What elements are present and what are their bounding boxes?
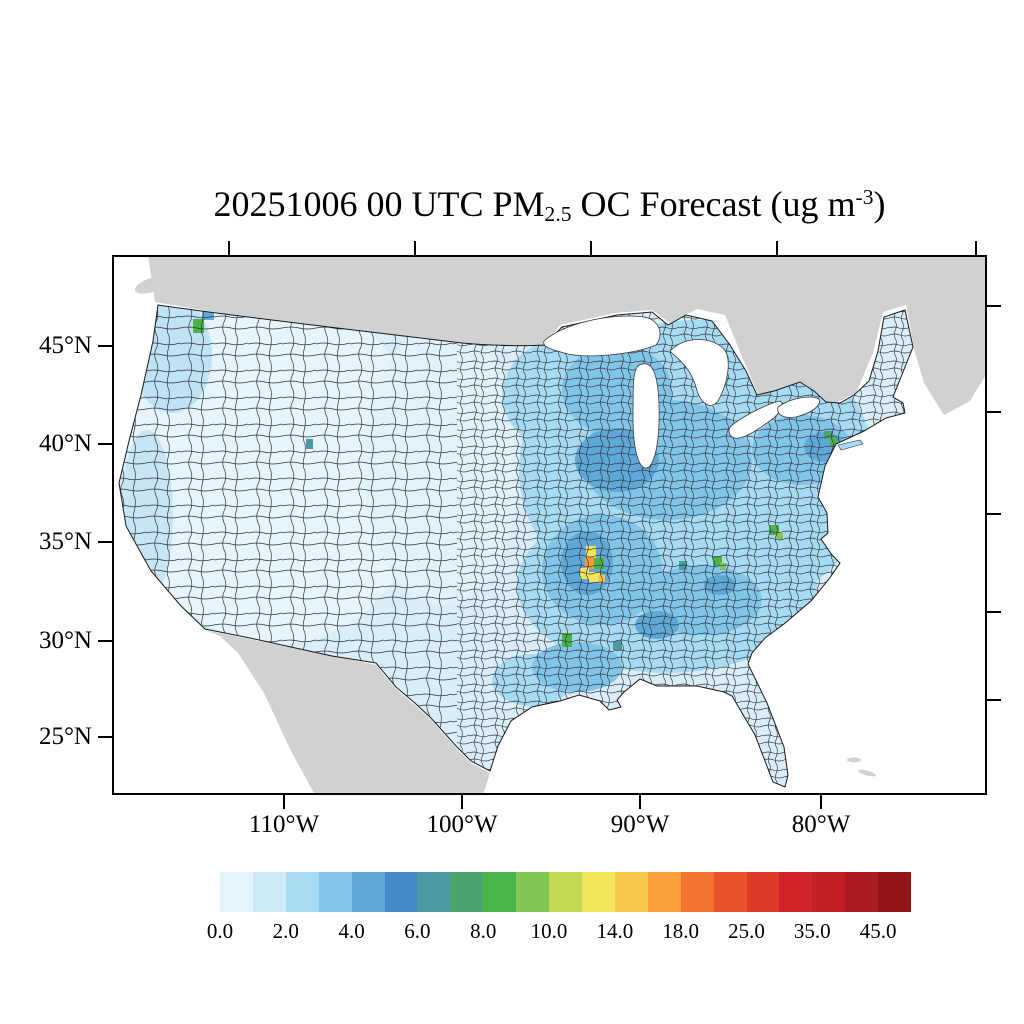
colorbar-segment xyxy=(318,872,352,912)
colorbar-segment xyxy=(285,872,319,912)
lat-tick-right xyxy=(987,699,1001,701)
lat-tick-left xyxy=(98,443,112,445)
colorbar-tick-label: 45.0 xyxy=(859,919,897,943)
lake-superior xyxy=(543,315,661,357)
lon-axis-label: 90°W xyxy=(610,811,670,838)
colorbar-segment xyxy=(483,872,517,912)
lon-tick-top xyxy=(975,241,977,255)
colorbar-segment xyxy=(450,872,484,912)
lon-axis-label: 110°W xyxy=(248,811,320,838)
lon-tick-bottom xyxy=(639,795,641,809)
lon-tick-top xyxy=(414,241,416,255)
lon-tick-bottom xyxy=(820,795,822,809)
lat-tick-left xyxy=(98,640,112,642)
lon-tick-bottom xyxy=(283,795,285,809)
vancouver-island xyxy=(164,289,188,303)
colorbar-tick-label: 6.0 xyxy=(404,919,431,943)
lake-ontario xyxy=(777,396,820,418)
plot-title: 20251006 00 UTC PM2.5 OC Forecast (ug m-… xyxy=(62,183,1024,227)
colorbar-tick-label: 0.0 xyxy=(206,919,234,943)
colorbar-segment xyxy=(746,872,780,912)
canada-landmass xyxy=(148,255,987,415)
us-county-map xyxy=(112,255,987,795)
map-frame xyxy=(112,255,987,795)
colorbar-tick-label: 18.0 xyxy=(662,919,700,943)
lat-axis-label: 35°N xyxy=(38,528,92,555)
island xyxy=(858,769,876,777)
great-lakes xyxy=(543,315,820,469)
lon-tick-top xyxy=(590,241,592,255)
colorbar-segment xyxy=(351,872,385,912)
colorbar-segment xyxy=(220,872,253,912)
map-panel xyxy=(112,255,987,795)
lon-tick-bottom xyxy=(461,795,463,809)
lake-michigan xyxy=(632,363,660,469)
colorbar-tick-label: 4.0 xyxy=(338,919,365,943)
lon-tick-top xyxy=(228,241,230,255)
title-subscript: 2.5 xyxy=(544,201,572,226)
colorbar-segment xyxy=(812,872,846,912)
colorbar-segment xyxy=(878,872,912,912)
colorbar-segment xyxy=(417,872,451,912)
colorbar-segment xyxy=(680,872,714,912)
lake-huron xyxy=(669,339,729,406)
colorbar-segment xyxy=(845,872,879,912)
title-superscript: -3 xyxy=(855,185,874,210)
colorbar-segment xyxy=(516,872,550,912)
title-text: ) xyxy=(873,184,886,224)
island xyxy=(847,757,861,763)
colorbar-tick-label: 35.0 xyxy=(793,919,831,943)
lon-axis-label: 100°W xyxy=(426,811,498,838)
lat-tick-left xyxy=(98,541,112,543)
colorbar-segment xyxy=(647,872,681,912)
colorbar xyxy=(220,872,912,912)
colorbar-tick-label: 10.0 xyxy=(530,919,568,943)
colorbar-segment xyxy=(252,872,286,912)
colorbar-segment xyxy=(614,872,648,912)
lat-tick-left xyxy=(98,345,112,347)
lon-axis-label: 80°W xyxy=(791,811,851,838)
mexico-landmass xyxy=(205,630,490,795)
lat-axis-label: 40°N xyxy=(38,430,92,457)
colorbar-segment xyxy=(549,872,582,912)
colorbar-segment xyxy=(384,872,418,912)
lat-axis-label: 30°N xyxy=(38,627,92,654)
lat-tick-right xyxy=(987,611,1001,613)
lat-tick-right xyxy=(987,513,1001,515)
title-text: 20251006 00 UTC PM xyxy=(213,184,545,224)
colorbar-tick-label: 2.0 xyxy=(272,919,299,943)
us-border xyxy=(118,304,914,788)
colorbar-tick-label: 8.0 xyxy=(470,919,497,943)
gulf-of-california xyxy=(214,649,283,795)
lat-tick-left xyxy=(98,736,112,738)
lake-erie xyxy=(728,400,783,439)
colorbar-tick-label: 25.0 xyxy=(728,919,765,943)
colorbar-segment xyxy=(581,872,615,912)
lat-tick-right xyxy=(987,305,1001,307)
colorbar-segment xyxy=(713,872,747,912)
lat-axis-label: 25°N xyxy=(38,723,92,750)
lat-axis-label: 45°N xyxy=(38,332,92,359)
title-text: OC Forecast (ug m xyxy=(571,184,856,224)
colorbar-segment xyxy=(779,872,813,912)
vancouver-island xyxy=(134,276,170,294)
lat-tick-right xyxy=(987,411,1001,413)
colorbar-tick-label: 14.0 xyxy=(596,919,634,943)
lon-tick-top xyxy=(776,241,778,255)
long-island xyxy=(837,439,864,451)
